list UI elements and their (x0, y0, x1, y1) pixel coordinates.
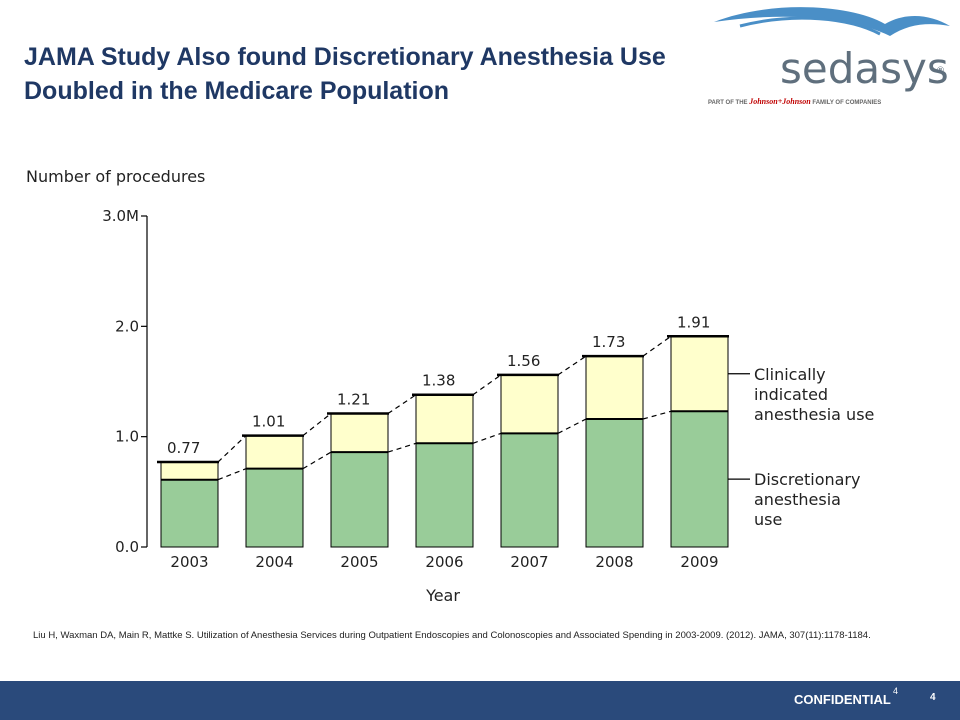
bar-total-label: 1.73 (592, 333, 625, 351)
connector-dashed-discretionary (472, 432, 502, 444)
bar-discretionary (670, 410, 729, 548)
bar-total-label: 1.21 (337, 390, 370, 408)
bar-discretionary (160, 479, 219, 548)
logo-tagline-suffix: FAMILY OF COMPANIES (812, 100, 882, 106)
logo-tagline-prefix: PART OF THE (708, 100, 748, 106)
connector-dashed-total (302, 413, 332, 437)
connector-dashed-total (472, 374, 502, 396)
slide-title-line-2: Doubled in the Medicare Population (24, 77, 450, 105)
bar-discretionary (330, 451, 389, 548)
bar-clinically-indicated (245, 435, 304, 470)
bar-discretionary (245, 468, 304, 548)
x-tick-label: 2007 (510, 553, 548, 571)
slide-title: JAMA Study Also found Discretionary Anes… (24, 40, 744, 108)
y-tick-label: 0.0 (115, 538, 139, 556)
y-tick-label: 2.0 (115, 317, 139, 335)
bar-clinically-indicated (500, 374, 559, 434)
bar-clinically-indicated (670, 335, 729, 412)
sedasys-logo: sedasys ® PART OF THE Johnson+Johnson FA… (700, 0, 960, 140)
x-tick-label: 2008 (595, 553, 633, 571)
connector-dashed-total (217, 435, 247, 463)
bar-total-label: 1.38 (422, 372, 455, 390)
logo-tagline: PART OF THE Johnson+Johnson FAMILY OF CO… (708, 97, 881, 106)
legend-label-clinical: anesthesia use (754, 405, 874, 424)
x-tick-label: 2003 (170, 553, 208, 571)
y-tick-label: 1.0 (115, 428, 139, 446)
connector-dashed-total (642, 335, 672, 357)
x-axis-title: Year (425, 586, 460, 605)
connector-dashed-total (557, 355, 587, 376)
plot-area: 0.0 1.0 2.0 3.0M 0.77 2003 1.01 2004 1.21 2005 1.3… (102, 207, 874, 571)
page-number-superscript: 4 (893, 686, 899, 696)
bar-clinically-indicated (585, 355, 644, 420)
connector-dashed-discretionary (217, 468, 247, 481)
y-axis-title: Number of procedures (26, 167, 205, 186)
connector-dashed-discretionary (387, 442, 417, 453)
bar-total-label: 1.01 (252, 413, 285, 431)
x-tick-label: 2004 (255, 553, 293, 571)
bar-discretionary (500, 432, 559, 548)
bar-clinically-indicated (160, 461, 219, 481)
legend-label-clinical: indicated (754, 385, 828, 404)
bar-clinically-indicated (330, 412, 389, 453)
bar-discretionary (585, 418, 644, 548)
x-tick-label: 2009 (680, 553, 718, 571)
bar-total-label: 0.77 (167, 439, 200, 457)
connector-dashed-total (387, 394, 417, 414)
connector-dashed-discretionary (642, 410, 672, 420)
bar-total-label: 1.56 (507, 352, 540, 370)
y-tick-label: 3.0M (102, 207, 139, 225)
logo-tagline-brand: Johnson+Johnson (749, 97, 811, 106)
legend-label-discretionary: use (754, 510, 782, 529)
slide-title-line-1: JAMA Study Also found Discretionary Anes… (24, 43, 666, 71)
logo-wordmark: sedasys (780, 44, 949, 93)
stacked-bar-chart: Number of procedures Year 0.01.02.03.0M0… (26, 167, 874, 605)
legend-label-clinical: Clinically (754, 365, 826, 384)
x-tick-label: 2005 (340, 553, 378, 571)
connector-dashed-discretionary (557, 418, 587, 434)
citation: Liu H, Waxman DA, Main R, Mattke S. Util… (33, 630, 871, 641)
bar-clinically-indicated (415, 394, 474, 444)
bar-discretionary (415, 442, 474, 548)
legend-label-discretionary: Discretionary (754, 470, 860, 489)
footer-bar (0, 681, 960, 720)
connector-dashed-discretionary (302, 451, 332, 470)
bar-total-label: 1.91 (677, 313, 710, 331)
page-number: 4 (930, 692, 936, 703)
confidential-label: CONFIDENTIAL (794, 692, 891, 707)
logo-registered-mark: ® (936, 66, 945, 76)
x-tick-label: 2006 (425, 553, 463, 571)
legend-label-discretionary: anesthesia (754, 490, 841, 509)
logo-wave-icon (714, 7, 950, 36)
